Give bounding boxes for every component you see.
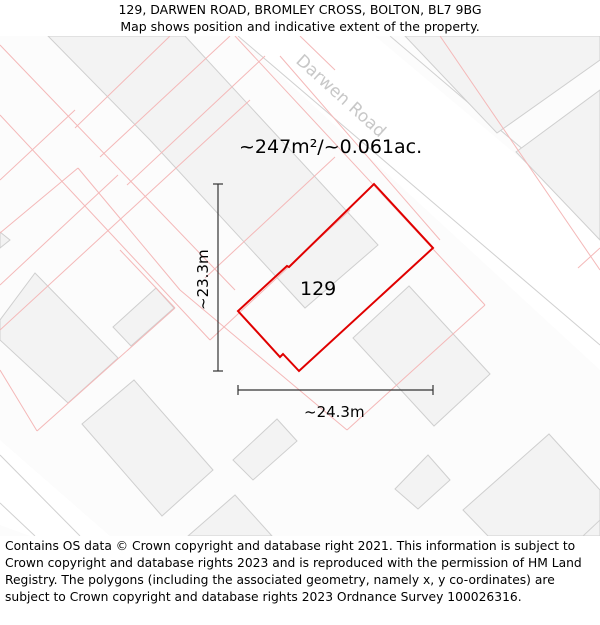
- building: [394, 454, 451, 510]
- building: [462, 433, 600, 536]
- building: [47, 36, 379, 309]
- property-boundary[interactable]: [236, 182, 435, 373]
- road-lower-left: [0, 440, 110, 536]
- building: [187, 494, 273, 536]
- property-address: 129, DARWEN ROAD, BROMLEY CROSS, BOLTON,…: [118, 2, 482, 17]
- building: [404, 36, 600, 134]
- building: [112, 287, 175, 347]
- width-dimension-bar: [237, 385, 434, 395]
- map-subtitle: Map shows position and indicative extent…: [120, 19, 480, 34]
- parcel-boundaries: [0, 36, 600, 432]
- area-label: ~247m²/~0.061ac.: [239, 136, 422, 158]
- map-canvas: Darwen Road ~247m²/~0.061ac. 129 ~23.3m …: [0, 36, 600, 536]
- building: [81, 379, 214, 517]
- road-darwen: [238, 36, 600, 370]
- building: [515, 89, 600, 241]
- property-map[interactable]: Darwen Road ~247m²/~0.061ac. 129 ~23.3m …: [0, 36, 600, 536]
- building: [232, 418, 298, 481]
- height-dimension-bar: [213, 183, 223, 372]
- property-number: 129: [300, 278, 336, 300]
- height-dimension-label: ~23.3m: [194, 249, 212, 310]
- building: [0, 231, 11, 249]
- map-header: 129, DARWEN ROAD, BROMLEY CROSS, BOLTON,…: [0, 0, 600, 36]
- width-dimension-label: ~24.3m: [304, 403, 365, 421]
- copyright-attribution: Contains OS data © Crown copyright and d…: [5, 539, 582, 604]
- building: [352, 285, 491, 427]
- building: [582, 519, 600, 536]
